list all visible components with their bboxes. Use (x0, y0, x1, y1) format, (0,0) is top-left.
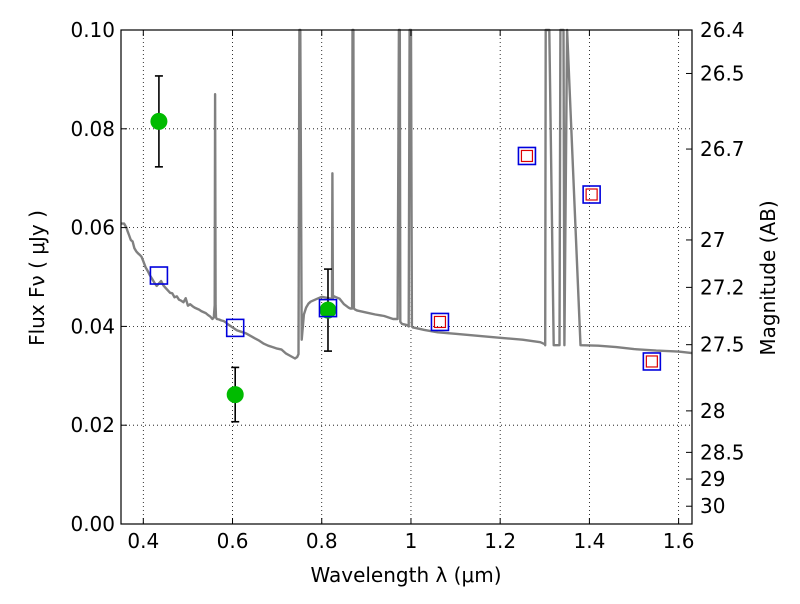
x-axis-label: Wavelength λ (μm) (310, 563, 501, 587)
model-photometry-box (149, 266, 169, 285)
x-tick-label: 0.4 (127, 529, 159, 553)
x-tick-label: 1.2 (484, 529, 516, 553)
y2-axis-label: Magnitude (AB) (756, 200, 780, 355)
model-photometry-box (430, 312, 450, 332)
model-photometry-box (582, 185, 601, 204)
ticks-layer: 0.4 0.6 0.8 1 1.2 1.4 1.6 0.00 0.02 0.04 0.06 0.08 0… (70, 18, 744, 553)
model-photometry-inner-box (645, 355, 658, 368)
observed-point (226, 386, 244, 404)
x-tick-label: 1.4 (573, 529, 605, 553)
y-tick-label: 0.04 (70, 314, 115, 338)
model-spectrum-line (121, 28, 693, 360)
y2-tick-label: 26.4 (700, 18, 745, 42)
model-spectrum-layer (121, 28, 693, 360)
y-tick-label: 0.08 (70, 117, 115, 141)
x-tick-label: 1 (405, 529, 418, 553)
y-tick-label: 0.10 (70, 18, 115, 42)
model-photometry-box (318, 298, 338, 318)
y2-tick-label: 27.2 (700, 275, 745, 299)
y-tick-label: 0.06 (70, 216, 115, 240)
x-tick-label: 1.6 (663, 529, 695, 553)
observed-points-layer (150, 112, 337, 404)
model-photometry-box (642, 352, 662, 371)
x-tick-label: 0.6 (217, 529, 249, 553)
y2-tick-label: 28.5 (700, 440, 745, 464)
y-axis-label: Flux Fν ( μJy ) (25, 210, 49, 346)
y2-tick-label: 26.7 (700, 137, 745, 161)
y-tick-label: 0.00 (70, 512, 115, 536)
observed-point (150, 112, 168, 130)
model-photometry-inner-box (585, 188, 598, 201)
x-tick-label: 0.8 (306, 529, 338, 553)
model-photometry-inner-box (520, 149, 534, 163)
y2-tick-label: 27 (700, 228, 725, 252)
observed-point (319, 301, 337, 319)
model-photometry-layer (149, 146, 662, 371)
y2-tick-label: 29 (700, 467, 725, 491)
model-photometry-box (225, 318, 245, 338)
y2-tick-label: 27.5 (700, 333, 745, 357)
model-photometry-box (517, 146, 537, 166)
y2-tick-label: 26.5 (700, 61, 745, 85)
y2-tick-label: 30 (700, 494, 725, 518)
model-photometry-inner-box (433, 315, 447, 329)
plot-frame (120, 29, 693, 525)
y-tick-label: 0.02 (70, 413, 115, 437)
y2-tick-label: 28 (700, 399, 725, 423)
